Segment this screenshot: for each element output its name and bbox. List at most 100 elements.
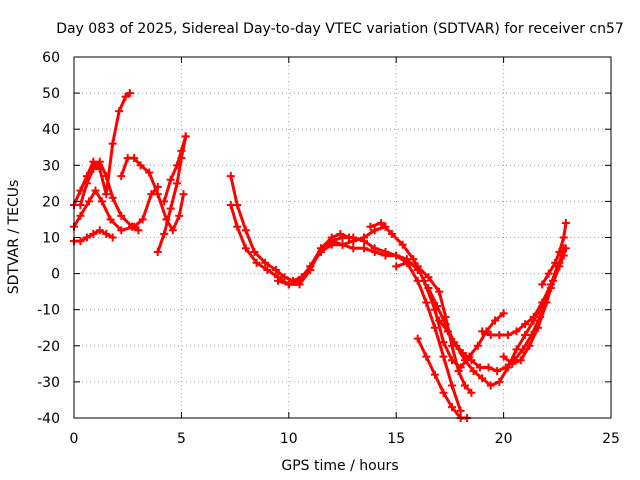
data-point (349, 233, 358, 242)
data-point (108, 193, 117, 202)
series-sat-l (366, 219, 508, 372)
data-point (478, 374, 487, 383)
data-point (512, 327, 521, 336)
data-point (439, 388, 448, 397)
data-point (413, 334, 422, 343)
data-point (516, 356, 525, 365)
y-tick-label: 50 (42, 86, 60, 102)
data-point (499, 352, 508, 361)
series-sat-d (76, 157, 143, 235)
x-tick-label: 20 (495, 431, 513, 447)
x-tick-label: 10 (280, 431, 298, 447)
x-axis-label: GPS time / hours (281, 458, 398, 474)
data-point (166, 175, 175, 184)
data-point (338, 233, 347, 242)
data-point (454, 367, 463, 376)
series-line (72, 91, 132, 207)
data-point (486, 381, 495, 390)
data-point (153, 190, 162, 199)
data-point (317, 247, 326, 256)
data-point (435, 287, 444, 296)
data-point (420, 276, 429, 285)
data-point (478, 327, 487, 336)
series-sat-m (392, 258, 476, 397)
data-point (160, 197, 169, 206)
series-line (229, 174, 351, 283)
data-point (381, 247, 390, 256)
data-point (89, 164, 98, 173)
data-point (250, 247, 259, 256)
data-point (130, 154, 139, 163)
data-point (370, 226, 379, 235)
data-point (424, 273, 433, 282)
data-point (134, 226, 143, 235)
data-point (76, 201, 85, 210)
data-point (542, 298, 551, 307)
data-point (168, 226, 177, 235)
data-point (521, 320, 530, 329)
data-point (452, 341, 461, 350)
data-point (95, 157, 104, 166)
data-point (525, 341, 534, 350)
data-point (76, 211, 85, 220)
data-point (241, 244, 250, 253)
data-point (226, 172, 235, 181)
series-sat-k (327, 233, 465, 415)
series-sat-a (70, 89, 134, 210)
data-point (467, 388, 476, 397)
data-point (181, 132, 190, 141)
data-point (179, 190, 188, 199)
axis-ticks: 0 5 10 15 20 25 -40 -30 -20 -10 0 10 20 30 40 50 60 (37, 50, 620, 447)
data-point (284, 280, 293, 289)
data-point (559, 233, 568, 242)
data-point (233, 222, 242, 231)
series-sat-r (538, 219, 570, 289)
data-point (366, 222, 375, 231)
data-point (422, 298, 431, 307)
data-point (503, 363, 512, 372)
data-point (533, 323, 542, 332)
x-tick-label: 15 (387, 431, 405, 447)
series-sat-e (117, 154, 188, 235)
data-point (460, 381, 469, 390)
data-series (70, 89, 570, 422)
y-tick-label: -10 (37, 303, 60, 319)
data-point (117, 211, 126, 220)
data-point (561, 219, 570, 228)
data-point (430, 370, 439, 379)
data-point (177, 146, 186, 155)
data-point (473, 341, 482, 350)
data-point (433, 302, 442, 311)
data-point (486, 330, 495, 339)
data-point (402, 258, 411, 267)
y-tick-label: 30 (42, 158, 60, 174)
data-point (108, 233, 117, 242)
y-tick-label: 10 (42, 231, 60, 247)
y-tick-label: 20 (42, 194, 60, 210)
data-point (424, 284, 433, 293)
data-point (82, 233, 91, 242)
y-tick-label: 40 (42, 122, 60, 138)
data-point (508, 359, 517, 368)
data-point (117, 226, 126, 235)
data-point (145, 168, 154, 177)
data-point (108, 139, 117, 148)
data-point (484, 363, 493, 372)
y-tick-label: -20 (37, 339, 60, 355)
data-point (115, 107, 124, 116)
data-point (160, 229, 169, 238)
chart-title: Day 083 of 2025, Sidereal Day-to-day VTE… (56, 21, 624, 37)
data-point (503, 330, 512, 339)
data-point (136, 161, 145, 170)
data-point (443, 327, 452, 336)
data-point (398, 240, 407, 249)
data-point (295, 276, 304, 285)
data-point (173, 179, 182, 188)
data-point (512, 345, 521, 354)
x-tick-label: 5 (177, 431, 186, 447)
data-point (95, 226, 104, 235)
data-point (261, 258, 270, 267)
data-point (241, 226, 250, 235)
data-point (413, 262, 422, 271)
data-point (521, 330, 530, 339)
